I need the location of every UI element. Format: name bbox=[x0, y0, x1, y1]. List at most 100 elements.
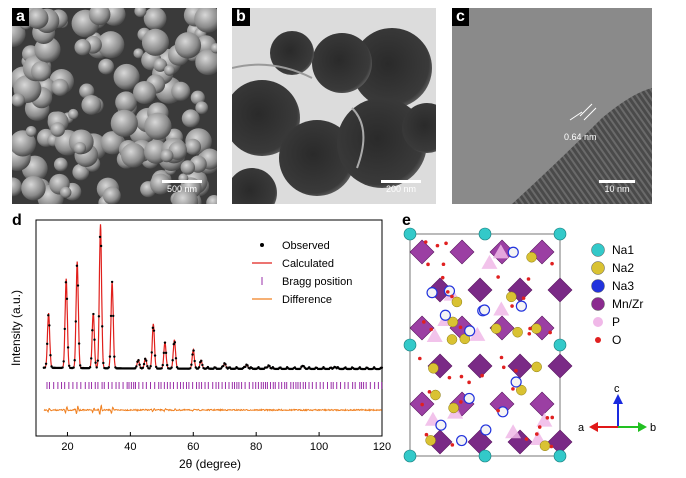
oxygen-atom bbox=[501, 365, 506, 370]
hrtem-micrograph bbox=[452, 8, 652, 204]
sem-particle bbox=[150, 173, 171, 195]
octahedron bbox=[529, 391, 555, 417]
legend-swatch-na2 bbox=[591, 261, 605, 275]
phosphate-tetrahedron bbox=[426, 327, 443, 342]
observed-point bbox=[98, 235, 102, 239]
legend-swatch-o bbox=[595, 337, 601, 343]
x-tick-label: 120 bbox=[373, 441, 391, 453]
oxygen-atom bbox=[459, 374, 464, 379]
sem-particle bbox=[68, 108, 79, 120]
observed-point bbox=[174, 357, 178, 360]
oxygen-atom bbox=[445, 290, 450, 294]
y-axis-label: Intensity (a.u.) bbox=[9, 290, 23, 366]
sem-particle bbox=[143, 8, 167, 30]
observed-point bbox=[43, 366, 47, 369]
x-tick-label: 20 bbox=[61, 441, 73, 453]
observed-point bbox=[45, 342, 49, 346]
observed-point bbox=[88, 366, 92, 369]
x-tick-label: 40 bbox=[124, 441, 136, 453]
oxygen-atom bbox=[510, 304, 514, 308]
oxygen-atom bbox=[450, 443, 455, 447]
octahedron bbox=[507, 353, 533, 379]
panel-c-hrtem-image: c 0.64 nm 10 nm bbox=[452, 8, 652, 204]
scale-bar-c: 10 nm bbox=[592, 180, 642, 194]
observed-point bbox=[244, 365, 247, 369]
oxygen-atom bbox=[426, 262, 430, 267]
oxygen-atom bbox=[549, 444, 554, 449]
na2-atom bbox=[531, 361, 542, 373]
observed-point bbox=[62, 360, 65, 363]
octahedron bbox=[467, 277, 493, 303]
observed-point bbox=[137, 358, 140, 362]
oxygen-atom bbox=[521, 296, 526, 300]
observed-point bbox=[91, 329, 94, 332]
na1-atom bbox=[553, 227, 567, 241]
octahedron bbox=[467, 353, 493, 379]
sem-particle bbox=[210, 43, 217, 54]
panel-label-e: e bbox=[402, 212, 411, 229]
na2-atom bbox=[447, 316, 459, 328]
axes-indicator: c a b bbox=[578, 383, 656, 434]
panel-label-c: c bbox=[452, 8, 469, 26]
octahedron bbox=[409, 315, 435, 341]
oxygen-atom bbox=[418, 356, 422, 361]
sem-particle bbox=[53, 157, 68, 172]
observed-point bbox=[148, 367, 151, 370]
na1-atom bbox=[553, 449, 567, 463]
legend-label-mn-zr: Mn/Zr bbox=[612, 297, 643, 311]
observed-point bbox=[66, 346, 70, 349]
observed-point bbox=[266, 366, 269, 369]
panel-d-xrd-chart: d 20 40 60 80 100 120 2θ (degree) Intensity (… bbox=[0, 212, 400, 478]
oxygen-atom bbox=[459, 400, 463, 404]
oxygen-atom bbox=[458, 325, 463, 330]
observed-point bbox=[191, 353, 194, 356]
sem-particle bbox=[190, 90, 205, 105]
oxygen-atom bbox=[424, 432, 429, 437]
scale-bar-a-label: 500 nm bbox=[166, 184, 198, 194]
na2-atom bbox=[451, 296, 463, 308]
sem-particle bbox=[12, 130, 36, 157]
observed-point bbox=[44, 362, 48, 365]
structure-legend: Na1 Na2 Na3 Mn/Zr PO bbox=[591, 243, 643, 347]
na2-atom bbox=[516, 384, 527, 396]
oxygen-atom bbox=[420, 402, 424, 407]
observed-point bbox=[143, 357, 147, 361]
observed-point bbox=[47, 314, 50, 317]
sem-particle bbox=[74, 39, 91, 56]
sem-particle bbox=[12, 177, 23, 197]
observed-point bbox=[171, 359, 174, 362]
scale-bar-a: 500 nm bbox=[157, 180, 207, 194]
sem-particle bbox=[79, 83, 95, 99]
sem-particle bbox=[21, 175, 46, 201]
observed-point bbox=[149, 365, 152, 368]
panel-label-a: a bbox=[12, 8, 29, 26]
sem-particle bbox=[144, 112, 172, 140]
sem-particle bbox=[153, 58, 168, 72]
na2-atom bbox=[459, 333, 471, 345]
observed-point bbox=[299, 367, 302, 370]
legend-difference: Difference bbox=[282, 294, 332, 306]
observed-point bbox=[150, 351, 153, 354]
legend-bragg: Bragg position bbox=[282, 276, 352, 288]
sem-particle bbox=[180, 160, 196, 175]
sem-particle bbox=[184, 138, 202, 155]
tem-micrograph bbox=[232, 8, 436, 204]
na1-atom bbox=[478, 227, 492, 241]
octahedron bbox=[547, 353, 573, 379]
na1-atom bbox=[403, 338, 417, 352]
observed-point bbox=[161, 363, 164, 367]
observed-point bbox=[93, 338, 96, 341]
observed-point bbox=[380, 366, 384, 369]
observed-point bbox=[146, 365, 149, 368]
observed-point bbox=[153, 354, 157, 357]
observed-point bbox=[96, 359, 100, 362]
oxygen-atom bbox=[548, 330, 552, 335]
oxygen-atom bbox=[480, 373, 484, 378]
legend-marker-observed bbox=[260, 243, 264, 247]
observed-point bbox=[151, 326, 155, 330]
oxygen-atom bbox=[524, 437, 529, 441]
oxygen-atom bbox=[545, 415, 550, 420]
sem-particle bbox=[102, 186, 121, 204]
sem-particle bbox=[120, 142, 146, 168]
observed-point bbox=[109, 314, 113, 318]
